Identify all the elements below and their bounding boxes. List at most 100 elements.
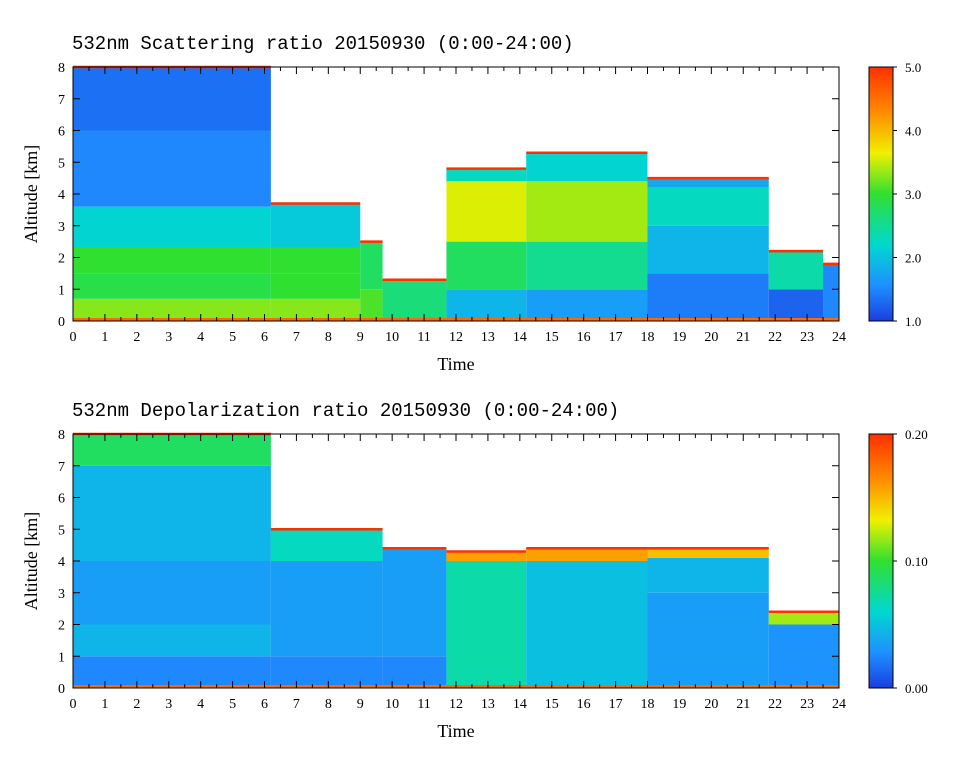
x-tick-label: 0 <box>70 697 77 712</box>
heatmap-cell <box>73 130 271 207</box>
colorbar-gradient <box>868 433 894 689</box>
colorbar-tick-label: 3.0 <box>905 187 921 202</box>
heatmap-cell <box>446 289 527 321</box>
x-tick-label: 4 <box>197 330 204 345</box>
heatmap-cell <box>768 611 839 625</box>
y-tick-label: 2 <box>58 619 65 634</box>
x-tick-label: 3 <box>165 697 172 712</box>
x-tick-label: 13 <box>481 697 495 712</box>
x-tick-label: 2 <box>133 697 140 712</box>
x-tick-label: 12 <box>449 330 463 345</box>
heatmap-cell <box>360 289 383 321</box>
heatmap-cell <box>647 273 769 321</box>
y-tick-label: 2 <box>58 252 65 267</box>
heatmap-cell <box>768 251 824 290</box>
plot-area <box>73 432 839 688</box>
x-tick-label: 7 <box>293 697 300 712</box>
x-tick-label: 24 <box>832 330 846 345</box>
colorbar: 0.00 0.10 0.20 <box>868 427 928 696</box>
x-tick-label: 14 <box>513 330 527 345</box>
x-tick-label: 3 <box>165 330 172 345</box>
y-tick-label: 3 <box>58 587 65 602</box>
y-tick-label: 8 <box>58 428 65 443</box>
heatmap-cell <box>446 551 527 561</box>
x-tick-label: 13 <box>481 330 495 345</box>
heatmap-cell <box>270 529 383 561</box>
colorbar-tick-label: 0.20 <box>905 427 928 442</box>
y-tick-label: 8 <box>58 61 65 76</box>
heatmap-cell <box>526 181 648 242</box>
y-tick-label: 0 <box>58 682 65 697</box>
x-tick-label: 10 <box>385 697 399 712</box>
depolarization-ratio-panel: 532nm Depolarization ratio 20150930 (0:0… <box>21 400 928 741</box>
heatmap-cell <box>270 298 361 321</box>
x-axis-label: Time <box>437 354 474 374</box>
x-tick-label: 22 <box>768 330 782 345</box>
heatmap-cell <box>647 557 769 593</box>
x-tick-label: 18 <box>641 330 655 345</box>
y-tick-label: 6 <box>58 125 65 140</box>
x-tick-label: 17 <box>609 697 623 712</box>
x-tick-label: 1 <box>101 697 108 712</box>
heatmap-cell <box>360 241 383 290</box>
heatmap-cell <box>647 178 769 188</box>
x-tick-label: 20 <box>704 330 718 345</box>
heatmap-cell <box>270 273 361 299</box>
x-tick-label: 17 <box>609 330 623 345</box>
colorbar-tick-label: 1.0 <box>905 314 921 329</box>
axes: 0 1 2 3 4 5 6 7 8 9 10 11 12 13 14 15 16 17 18 19 20 21 22 23 24… <box>58 61 846 345</box>
x-tick-label: 23 <box>800 697 814 712</box>
y-tick-label: 7 <box>58 93 65 108</box>
colorbar: 1.0 2.0 3.0 4.0 5.0 <box>868 60 921 329</box>
x-tick-label: 19 <box>672 330 686 345</box>
heatmap-cell <box>73 273 271 299</box>
y-axis-label: Altitude [km] <box>21 512 41 610</box>
heatmap-cell <box>73 67 271 131</box>
x-axis-label: Time <box>437 721 474 741</box>
heatmap-cell <box>270 203 361 248</box>
heatmap-cell <box>647 225 769 274</box>
y-tick-label: 0 <box>58 315 65 330</box>
x-tick-label: 12 <box>449 697 463 712</box>
x-tick-label: 20 <box>704 697 718 712</box>
heatmap-cell <box>446 241 527 290</box>
x-tick-label: 18 <box>641 697 655 712</box>
heatmap-cell <box>768 289 824 321</box>
x-tick-label: 16 <box>577 330 591 345</box>
y-tick-label: 5 <box>58 523 65 538</box>
y-tick-label: 4 <box>58 188 65 203</box>
heatmap-cell <box>73 298 271 321</box>
x-tick-label: 24 <box>832 697 846 712</box>
heatmap-cell <box>382 656 447 688</box>
heatmap-cell <box>73 434 271 466</box>
x-tick-label: 4 <box>197 697 204 712</box>
heatmap-cell <box>768 624 839 688</box>
colorbar-gradient <box>868 66 894 322</box>
heatmap-cell <box>526 289 648 321</box>
heatmap-cell <box>647 592 769 688</box>
x-tick-label: 9 <box>357 330 364 345</box>
axes: 0 1 2 3 4 5 6 7 8 9 10 11 12 13 14 15 16 17 18 19 20 21 22 23 24… <box>58 428 846 712</box>
chart-title: 532nm Depolarization ratio 20150930 (0:0… <box>72 400 619 422</box>
heatmap-cell <box>647 548 769 558</box>
heatmap-cell <box>73 247 271 274</box>
scattering-ratio-panel: 532nm Scattering ratio 20150930 (0:00-24… <box>21 33 921 374</box>
x-tick-label: 5 <box>229 697 236 712</box>
x-tick-label: 8 <box>325 330 332 345</box>
y-tick-label: 5 <box>58 156 65 171</box>
heatmap-cell <box>823 263 839 321</box>
heatmap-cell <box>73 561 271 625</box>
y-tick-label: 3 <box>58 220 65 235</box>
colorbar-tick-label: 0.00 <box>905 681 928 696</box>
heatmap-cell <box>382 279 447 321</box>
x-tick-label: 11 <box>417 330 430 345</box>
x-tick-label: 9 <box>357 697 364 712</box>
y-axis-label: Altitude [km] <box>21 145 41 243</box>
heatmap-cell <box>446 181 527 242</box>
y-tick-label: 7 <box>58 460 65 475</box>
x-tick-label: 22 <box>768 697 782 712</box>
x-tick-label: 2 <box>133 330 140 345</box>
colorbar-tick-label: 4.0 <box>905 124 921 139</box>
y-tick-label: 1 <box>58 650 65 665</box>
